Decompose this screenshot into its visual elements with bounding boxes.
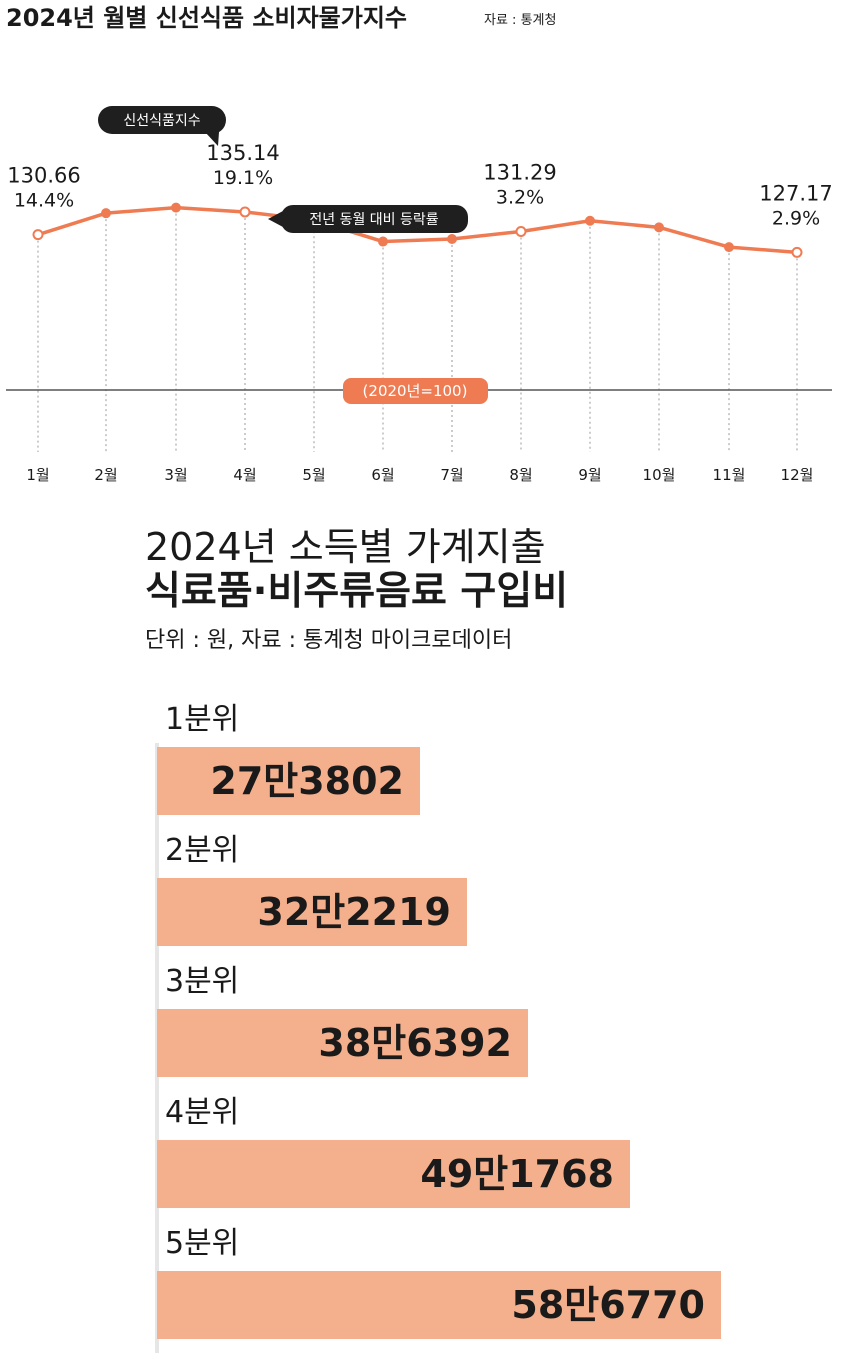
series-tag-label: 신선식품지수 — [123, 113, 200, 129]
bar-category-label: 4분위 — [165, 1095, 240, 1130]
bar-value-label: 27만3802 — [210, 759, 404, 803]
bar-value-label: 32만2219 — [257, 890, 451, 934]
data-point — [239, 206, 251, 218]
data-point — [101, 208, 111, 219]
data-point — [515, 225, 527, 237]
data-point — [32, 229, 44, 241]
month-label: 10월 — [643, 466, 676, 484]
month-label: 12월 — [781, 466, 814, 484]
callout-percent: 19.1% — [213, 167, 273, 189]
month-labels: 1월 2월 3월 4월 5월 6월 7월 8월 9월 10월 11월 12월 — [26, 466, 813, 484]
month-label: 8월 — [509, 466, 532, 484]
data-points — [32, 202, 803, 258]
bar: 38만6392 — [157, 1009, 528, 1077]
line-chart: 2024년 월별 신선식품 소비자물가지수 자료 : 통계청 (2020년=10… — [6, 4, 833, 484]
bar: 32만2219 — [157, 878, 467, 946]
bar-chart-title-line2: 식료품·비주류음료 구입비 — [145, 569, 569, 614]
series-tag-pointer — [205, 132, 219, 146]
data-point — [791, 246, 803, 258]
month-label: 3월 — [164, 466, 187, 484]
month-label: 7월 — [440, 466, 463, 484]
bar-value-label: 38만6392 — [318, 1021, 512, 1065]
bar-chart-title-line1: 2024년 소득별 가계지출 — [145, 525, 546, 569]
series-line — [37, 205, 798, 255]
callout-percent: 2.9% — [772, 207, 820, 229]
month-label: 6월 — [371, 466, 394, 484]
month-label: 4월 — [233, 466, 256, 484]
data-point — [654, 222, 664, 233]
callout-value: 130.66 — [7, 164, 80, 188]
data-point — [171, 202, 181, 213]
month-label: 1월 — [26, 466, 49, 484]
callout-percent: 3.2% — [496, 186, 544, 208]
month-label: 2월 — [94, 466, 117, 484]
bar-category-label: 2분위 — [165, 833, 240, 868]
callout-value: 127.17 — [759, 181, 832, 205]
data-point — [447, 234, 457, 245]
bar: 49만1768 — [157, 1140, 630, 1208]
bar-category-label: 1분위 — [165, 702, 240, 737]
month-label: 11월 — [713, 466, 746, 484]
bar-chart: 2024년 소득별 가계지출 식료품·비주류음료 구입비 단위 : 원, 자료 … — [145, 525, 845, 655]
callout-value: 131.29 — [483, 160, 556, 184]
bar-value-label: 49만1768 — [420, 1152, 614, 1196]
bar: 58만6770 — [157, 1271, 721, 1339]
month-label: 5월 — [302, 466, 325, 484]
month-label: 9월 — [578, 466, 601, 484]
series-tag: 신선식품지수 — [98, 106, 226, 146]
baseline-label: (2020년=100) — [363, 382, 468, 400]
bar-chart-subtitle: 단위 : 원, 자료 : 통계청 마이크로데이터 — [145, 628, 513, 653]
callout-value: 135.14 — [206, 141, 279, 165]
data-point — [724, 242, 734, 253]
data-point — [585, 215, 595, 226]
bar-category-label: 3분위 — [165, 964, 240, 999]
bar-value-label: 58만6770 — [511, 1283, 705, 1327]
yoy-tag-pointer — [268, 211, 283, 227]
data-point — [378, 236, 388, 247]
line-chart-source: 자료 : 통계청 — [484, 13, 556, 28]
bar-category-label: 5분위 — [165, 1226, 240, 1261]
yoy-tag-box — [281, 205, 468, 233]
guide-lines — [37, 213, 798, 452]
callout-percent: 14.4% — [14, 190, 74, 212]
bar: 27만3802 — [157, 747, 420, 815]
series-tag-box — [98, 106, 226, 134]
baseline-tag — [343, 378, 488, 404]
yoy-tag: 전년 동월 대비 등락률 — [268, 205, 468, 233]
yoy-tag-label: 전년 동월 대비 등락률 — [309, 212, 438, 228]
line-chart-title: 2024년 월별 신선식품 소비자물가지수 — [6, 4, 407, 32]
